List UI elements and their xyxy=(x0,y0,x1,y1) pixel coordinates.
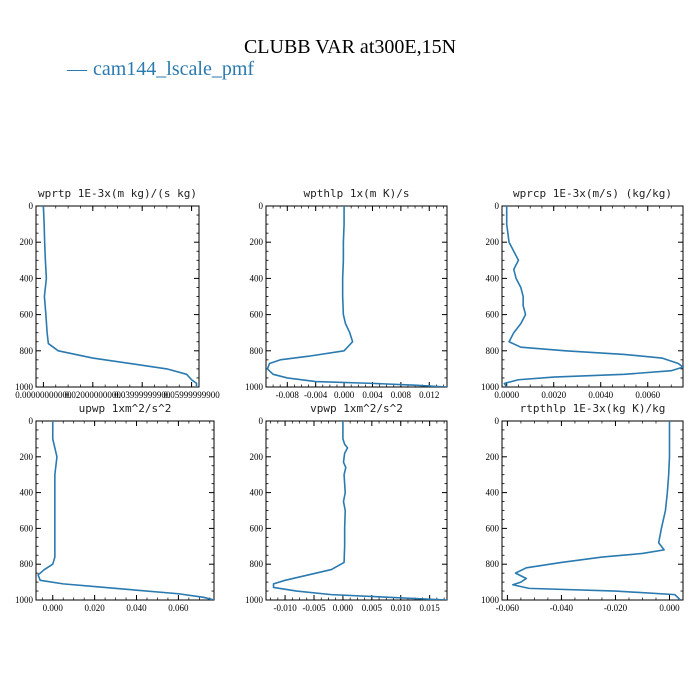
subplot-3: wprcp 1E-3x(m/s) (kg/kg) 0 200 400 600 800 100… xyxy=(481,187,684,400)
x-tick-label: 0.005 xyxy=(362,603,383,613)
subplot-title: wprtp 1E-3x(m kg)/(s kg) xyxy=(38,187,197,200)
y-tick-label: 800 xyxy=(250,346,264,356)
x-tick-label: 0.020 xyxy=(85,603,106,613)
y-tick-label: 400 xyxy=(250,488,264,498)
y-tick-label: 200 xyxy=(486,452,500,462)
subplot-6: rtpthlp 1E-3x(kg K)/kg02004006008001000-… xyxy=(481,402,684,613)
y-tick-label: 200 xyxy=(486,237,500,247)
y-tick-label: 800 xyxy=(20,559,34,569)
y-tick-label: 1000 xyxy=(15,382,34,392)
y-tick-label: 0 xyxy=(259,416,264,426)
legend-entry: — cam144_lscale_pmf xyxy=(67,58,254,81)
y-tick-label: 400 xyxy=(250,273,264,283)
x-tick-label: -0.004 xyxy=(304,390,328,400)
y-tick-label: 200 xyxy=(20,452,34,462)
y-tick-label: 1000 xyxy=(15,595,34,605)
y-tick-label: 800 xyxy=(486,559,500,569)
figure-title: CLUBB VAR at300E,15N xyxy=(243,36,457,58)
plot-frame xyxy=(501,420,684,601)
x-tick-label: 0.03999999900 xyxy=(114,390,171,400)
x-tick-label: -0.060 xyxy=(496,603,520,613)
x-tick-label: 0.004 xyxy=(362,390,383,400)
y-tick-label: 400 xyxy=(20,273,34,283)
series-line xyxy=(503,206,683,387)
y-tick-label: 400 xyxy=(486,273,500,283)
y-tick-label: 0 xyxy=(29,416,34,426)
x-tick-label: 0.060 xyxy=(168,603,189,613)
x-tick-label: 0.000 xyxy=(659,603,680,613)
y-tick-label: 600 xyxy=(486,310,500,320)
x-tick-label: 0.0020 xyxy=(541,390,566,400)
x-tick-label: -0.040 xyxy=(550,603,574,613)
y-tick-label: 1000 xyxy=(481,382,500,392)
y-tick-label: 1000 xyxy=(245,595,264,605)
subplot-title: vpwp 1xm^2/s^2 xyxy=(310,402,403,415)
y-tick-label: 400 xyxy=(486,488,500,498)
legend-line-swatch: — xyxy=(67,58,87,80)
x-tick-label: 0.040 xyxy=(126,603,147,613)
x-tick-label: 0.0000 xyxy=(494,390,519,400)
y-tick-label: 1000 xyxy=(481,595,500,605)
series-line xyxy=(272,421,447,600)
x-tick-label: 0.000 xyxy=(43,603,64,613)
x-tick-label: 0.010 xyxy=(391,603,412,613)
y-tick-label: 0 xyxy=(259,201,264,211)
x-tick-label: -0.010 xyxy=(273,603,297,613)
x-tick-label: 0.0060 xyxy=(635,390,660,400)
y-tick-label: 600 xyxy=(486,523,500,533)
y-tick-label: 600 xyxy=(20,310,34,320)
plot-frame xyxy=(501,205,684,388)
series-line xyxy=(42,206,198,387)
x-tick-label: 0.00000000000 xyxy=(15,390,72,400)
y-tick-label: 600 xyxy=(250,523,264,533)
y-tick-label: 600 xyxy=(20,523,34,533)
y-tick-label: 800 xyxy=(20,346,34,356)
subplot-2: wpthlp 1x(m K)/s 0 200 400 600 800 1000 -0.008-… xyxy=(245,187,448,400)
x-tick-label: 0.015 xyxy=(420,603,441,613)
x-tick-label: 0.02000000000 xyxy=(65,390,122,400)
plot-frame xyxy=(265,420,448,601)
plot-frame xyxy=(35,420,215,601)
x-tick-label: 0.05999999900 xyxy=(163,390,220,400)
x-tick-label: -0.005 xyxy=(302,603,326,613)
legend-label: cam144_lscale_pmf xyxy=(93,58,255,80)
subplot-4: upwp 1xm^2/s^2 0 200 400 600 800 1000 0.000 0.02… xyxy=(15,402,215,613)
series-line xyxy=(266,206,447,387)
y-tick-label: 400 xyxy=(20,488,34,498)
y-tick-label: 200 xyxy=(250,452,264,462)
x-tick-label: -0.008 xyxy=(276,390,300,400)
x-tick-label: 0.012 xyxy=(419,390,439,400)
y-tick-label: 1000 xyxy=(245,382,264,392)
x-tick-label: -0.020 xyxy=(604,603,628,613)
y-tick-label: 0 xyxy=(495,201,500,211)
y-tick-label: 200 xyxy=(20,237,34,247)
y-tick-label: 0 xyxy=(495,416,500,426)
y-tick-label: 200 xyxy=(250,237,264,247)
y-tick-label: 0 xyxy=(29,201,34,211)
x-tick-label: 0.0040 xyxy=(588,390,613,400)
subplot-title: wprcp 1E-3x(m/s) (kg/kg) xyxy=(513,187,672,200)
series-line xyxy=(37,421,214,600)
x-tick-label: 0.000 xyxy=(334,390,355,400)
y-tick-label: 800 xyxy=(486,346,500,356)
subplot-5: vpwp 1xm^2/s^2 0 200 400 600 800 1000 -0.010 -0.… xyxy=(245,402,448,613)
series-line xyxy=(512,421,681,600)
plot-frame xyxy=(35,205,200,388)
subplot-title: upwp 1xm^2/s^2 xyxy=(79,402,172,415)
y-tick-label: 800 xyxy=(250,559,264,569)
x-tick-label: 0.008 xyxy=(391,390,412,400)
plot-frame xyxy=(265,205,448,388)
subplot-1: wprtp 1E-3x(m kg)/(s kg) 0 200 400 600 800 100… xyxy=(15,187,220,400)
y-tick-label: 600 xyxy=(250,310,264,320)
subplot-title: wpthlp 1x(m K)/s xyxy=(304,187,410,200)
subplot-title: rtpthlp 1E-3x(kg K)/kg xyxy=(520,402,666,415)
x-tick-label: 0.000 xyxy=(333,603,354,613)
